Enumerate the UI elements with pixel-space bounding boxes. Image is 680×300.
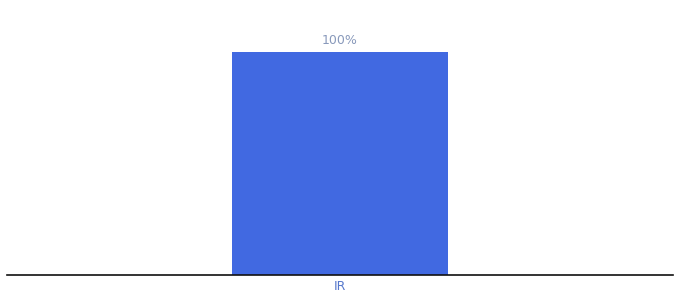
- Text: 100%: 100%: [322, 34, 358, 47]
- Bar: [232, 52, 448, 275]
